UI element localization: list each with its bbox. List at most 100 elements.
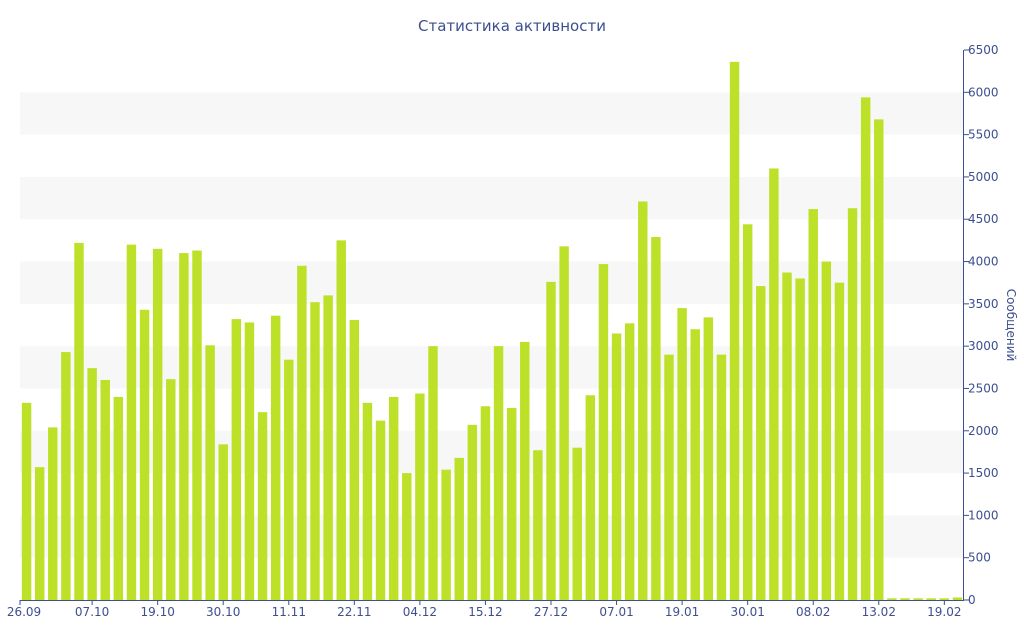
bar — [559, 246, 569, 600]
x-tick-label: 22.11 — [337, 605, 371, 619]
bar — [808, 209, 818, 600]
bar — [742, 224, 753, 600]
chart-title: Статистика активности — [418, 17, 606, 35]
grid-band — [20, 346, 964, 389]
bar — [913, 598, 923, 600]
bars — [21, 61, 963, 601]
x-tick-label: 26.09 — [7, 605, 41, 619]
bar — [638, 201, 648, 600]
bar — [782, 272, 792, 600]
bar — [362, 402, 373, 600]
y-tick-label: 5500 — [968, 128, 999, 142]
x-tick-label: 19.01 — [665, 605, 699, 619]
bar — [756, 286, 766, 600]
bar — [611, 333, 622, 600]
y-tick-label: 3500 — [968, 297, 999, 311]
bar — [533, 450, 543, 600]
bar — [139, 309, 150, 600]
bar — [467, 424, 478, 600]
bar — [218, 444, 228, 600]
bar — [441, 469, 451, 600]
bar — [598, 264, 609, 600]
bar — [323, 295, 333, 600]
x-ticks: 26.09 07.10 19.10 30.10 11.11 22.11 04.12 15.12… — [7, 600, 962, 619]
bar — [769, 168, 779, 600]
x-tick-label: 19.02 — [927, 605, 961, 619]
bar — [428, 346, 438, 600]
y-axis-label: Сообщений — [1004, 289, 1018, 362]
bar — [585, 395, 596, 600]
bar — [179, 253, 189, 600]
bar — [402, 473, 412, 600]
bar — [87, 368, 97, 600]
x-tick-label: 07.01 — [599, 605, 633, 619]
bar — [231, 319, 242, 600]
bar — [74, 242, 84, 601]
bar — [847, 208, 858, 601]
bar — [388, 396, 399, 600]
bar — [690, 329, 700, 600]
bar — [166, 379, 176, 600]
bar — [520, 341, 530, 600]
bar — [336, 240, 346, 600]
bar — [205, 345, 215, 600]
bar — [572, 447, 582, 600]
bar — [257, 412, 268, 600]
y-tick-label: 2500 — [968, 381, 999, 395]
bar — [61, 352, 71, 600]
bar — [729, 61, 740, 601]
bar — [349, 319, 360, 600]
bar — [415, 393, 425, 600]
y-tick-label: 1500 — [968, 466, 999, 480]
y-tick-label: 0 — [968, 593, 976, 607]
y-tick-label: 5000 — [968, 170, 999, 184]
x-tick-label: 07.10 — [75, 605, 109, 619]
x-tick-label: 08.02 — [796, 605, 830, 619]
bar — [113, 396, 124, 600]
y-tick-label: 3000 — [968, 339, 999, 353]
bar — [310, 302, 320, 600]
bar — [677, 308, 687, 600]
x-tick-label: 11.11 — [272, 605, 306, 619]
grid-band — [20, 176, 964, 220]
y-tick-label: 1000 — [968, 508, 999, 522]
y-tick-label: 4500 — [968, 212, 999, 226]
bar — [100, 380, 110, 600]
bar — [152, 248, 163, 600]
bar — [900, 598, 910, 600]
bar — [297, 265, 307, 600]
y-tick-label: 4000 — [968, 255, 999, 269]
x-tick-label: 30.10 — [206, 605, 240, 619]
grid-band — [20, 92, 964, 135]
bar — [664, 354, 674, 600]
y-tick-label: 6000 — [968, 85, 999, 99]
bar — [939, 598, 950, 600]
bar — [506, 407, 517, 600]
y-ticks: 0 500 1000 1500 2000 2500 3000 3500 4000 4500 5000… — [964, 43, 999, 607]
x-tick-label: 27.12 — [534, 605, 568, 619]
grid-band — [20, 261, 964, 304]
bar — [703, 317, 714, 600]
bar — [480, 406, 491, 600]
bar — [624, 323, 635, 600]
x-tick-label: 15.12 — [468, 605, 502, 619]
y-tick-label: 6500 — [968, 43, 999, 57]
bar — [126, 244, 137, 600]
bar — [651, 237, 661, 600]
bar — [795, 278, 805, 600]
x-tick-label: 30.01 — [730, 605, 764, 619]
bar — [834, 282, 845, 600]
bar — [375, 420, 386, 600]
y-tick-label: 500 — [968, 551, 991, 565]
grid-band — [20, 515, 964, 558]
bar — [454, 457, 464, 600]
bar — [34, 467, 45, 600]
bar — [926, 598, 936, 600]
bar — [716, 354, 727, 600]
y-tick-label: 2000 — [968, 424, 999, 438]
bar — [192, 250, 202, 601]
bar — [48, 427, 58, 600]
bar — [887, 598, 897, 600]
bar — [546, 281, 556, 600]
